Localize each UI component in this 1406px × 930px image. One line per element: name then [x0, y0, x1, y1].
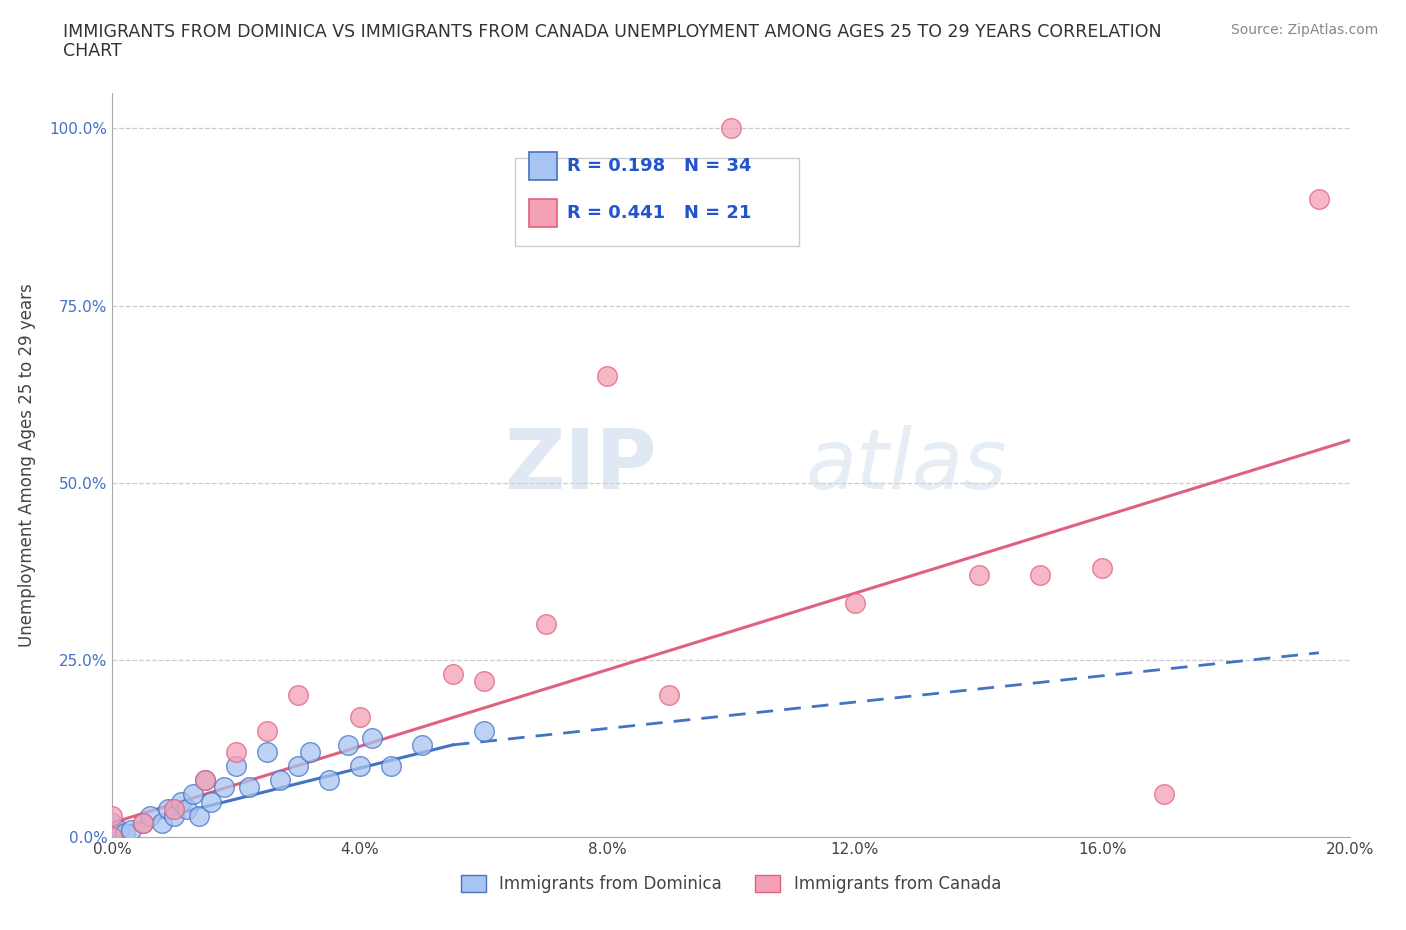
FancyBboxPatch shape [530, 152, 557, 180]
Point [287, 688, 309, 703]
Point [256, 745, 278, 760]
Point [256, 724, 278, 738]
Point [176, 802, 198, 817]
Text: Source: ZipAtlas.com: Source: ZipAtlas.com [1230, 23, 1378, 37]
Point [844, 596, 866, 611]
Point [181, 787, 204, 802]
Point [361, 730, 384, 745]
Point [114, 826, 136, 841]
Text: R = 0.198   N = 34: R = 0.198 N = 34 [567, 157, 751, 175]
Point [163, 802, 186, 817]
Text: IMMIGRANTS FROM DOMINICA VS IMMIGRANTS FROM CANADA UNEMPLOYMENT AMONG AGES 25 TO: IMMIGRANTS FROM DOMINICA VS IMMIGRANTS F… [63, 23, 1161, 41]
Point [299, 745, 322, 760]
Point [380, 759, 402, 774]
Text: ZIP: ZIP [505, 424, 657, 506]
Point [349, 709, 371, 724]
Point [318, 773, 340, 788]
Point [534, 617, 557, 631]
Point [411, 737, 433, 752]
Point [472, 673, 495, 688]
Point [157, 802, 180, 817]
Point [101, 830, 124, 844]
Point [472, 724, 495, 738]
Point [101, 830, 124, 844]
Point [238, 780, 260, 795]
Point [1308, 192, 1330, 206]
Point [101, 816, 124, 830]
Point [107, 822, 129, 837]
Point [212, 780, 235, 795]
Point [441, 667, 464, 682]
Text: CHART: CHART [63, 42, 122, 60]
Point [269, 773, 291, 788]
Text: atlas: atlas [806, 424, 1007, 506]
FancyBboxPatch shape [515, 158, 799, 246]
Point [120, 822, 142, 837]
Point [101, 830, 124, 844]
Point [1153, 787, 1175, 802]
FancyBboxPatch shape [530, 199, 557, 227]
Point [720, 121, 742, 136]
Point [132, 816, 155, 830]
Point [169, 794, 191, 809]
Point [1029, 567, 1052, 582]
Point [101, 808, 124, 823]
Point [138, 808, 160, 823]
Point [194, 773, 217, 788]
Point [225, 759, 247, 774]
Point [101, 826, 124, 841]
Point [150, 816, 173, 830]
Point [1091, 560, 1114, 575]
Text: R = 0.441   N = 21: R = 0.441 N = 21 [567, 204, 751, 221]
Point [287, 759, 309, 774]
Point [349, 759, 371, 774]
Point [163, 808, 186, 823]
Point [101, 822, 124, 837]
Point [225, 745, 247, 760]
Point [596, 369, 619, 384]
Y-axis label: Unemployment Among Ages 25 to 29 years: Unemployment Among Ages 25 to 29 years [18, 283, 35, 647]
Point [200, 794, 222, 809]
Point [188, 808, 211, 823]
Point [194, 773, 217, 788]
Point [101, 830, 124, 844]
Point [336, 737, 359, 752]
Point [658, 688, 681, 703]
Legend: Immigrants from Dominica, Immigrants from Canada: Immigrants from Dominica, Immigrants fro… [454, 868, 1008, 899]
Point [967, 567, 990, 582]
Point [132, 816, 155, 830]
